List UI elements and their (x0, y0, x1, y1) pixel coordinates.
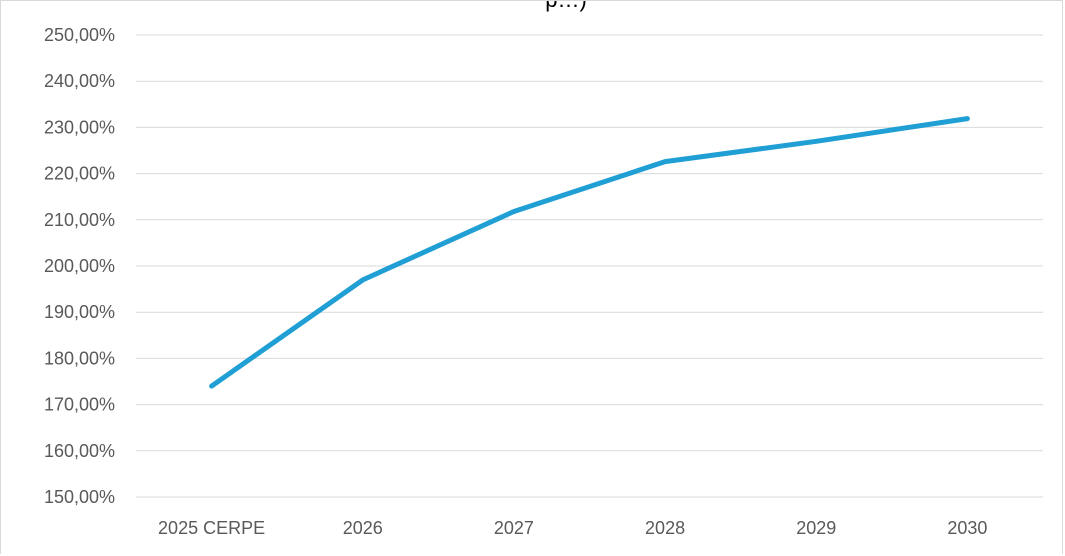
y-tick-label: 250,00% (44, 25, 115, 45)
x-tick-label: 2025 CERPE (158, 518, 265, 538)
x-axis-tick-labels: 2025 CERPE 2026 2027 2028 2029 2030 (158, 518, 987, 538)
y-tick-label: 210,00% (44, 210, 115, 230)
y-tick-label: 230,00% (44, 117, 115, 137)
y-tick-label: 180,00% (44, 348, 115, 368)
y-tick-label: 200,00% (44, 256, 115, 276)
y-tick-label: 220,00% (44, 164, 115, 184)
x-tick-label: 2028 (645, 518, 685, 538)
y-axis-tick-labels: 150,00% 160,00% 170,00% 180,00% 190,00% 200,0… (44, 25, 115, 507)
y-tick-label: 170,00% (44, 395, 115, 415)
gridlines (136, 34, 1043, 498)
series-line-0 (209, 116, 970, 389)
y-tick-label: 150,00% (44, 487, 115, 507)
y-tick-label: 160,00% (44, 441, 115, 461)
y-tick-label: 190,00% (44, 302, 115, 322)
series-layer (209, 116, 970, 389)
x-tick-label: 2026 (343, 518, 383, 538)
x-tick-label: 2027 (494, 518, 534, 538)
x-tick-label: 2029 (796, 518, 836, 538)
x-tick-label: 2030 (947, 518, 987, 538)
chart-title-fragment: p…) (545, 1, 587, 12)
y-tick-label: 240,00% (44, 71, 115, 91)
